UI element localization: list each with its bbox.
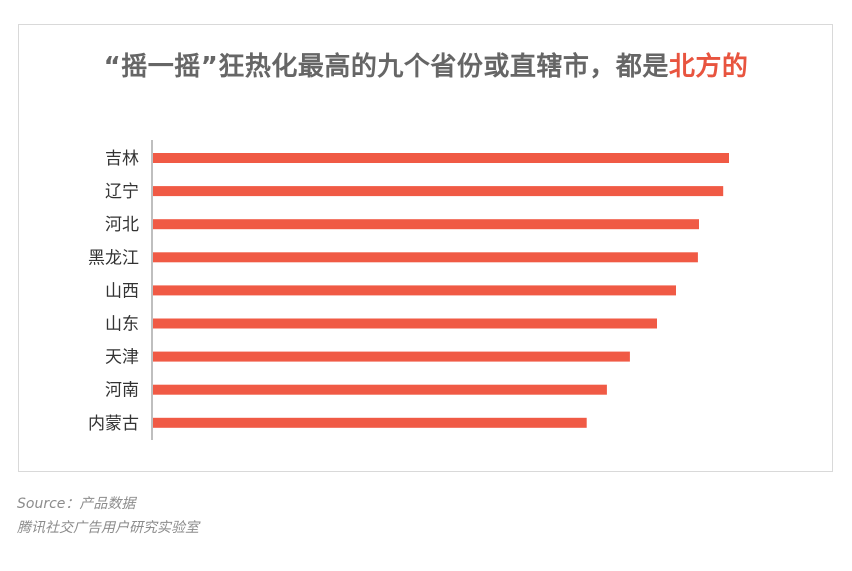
chart-frame — [18, 24, 833, 472]
category-label-3: 黑龙江 — [88, 248, 139, 268]
chart-title-main: “摇一摇”狂热化最高的九个省份或直辖市，都是 — [103, 52, 669, 82]
category-label-5: 山东 — [105, 315, 139, 335]
source-note: Source：产品数据 — [17, 496, 136, 512]
bars-layer — [153, 153, 729, 428]
bar-7 — [153, 384, 607, 395]
category-label-2: 河北 — [105, 215, 139, 235]
bar-3 — [153, 252, 698, 263]
category-label-0: 吉林 — [105, 149, 139, 169]
bar-0 — [153, 153, 729, 163]
category-label-4: 山西 — [105, 281, 139, 301]
category-label-7: 河南 — [105, 381, 139, 401]
bar-2 — [153, 219, 699, 230]
source-organization: 腾讯社交广告用户研究实验室 — [17, 520, 199, 536]
bar-1 — [153, 186, 724, 197]
category-label-8: 内蒙古 — [88, 414, 139, 434]
category-label-1: 辽宁 — [105, 182, 139, 202]
bar-4 — [153, 285, 676, 296]
category-label-6: 天津 — [105, 348, 139, 368]
chart-title-highlight: 北方的 — [668, 52, 749, 82]
bar-8 — [153, 417, 587, 428]
chart-title: “摇一摇”狂热化最高的九个省份或直辖市，都是北方的 — [0, 46, 852, 83]
bar-5 — [153, 318, 657, 329]
bar-6 — [153, 351, 630, 362]
